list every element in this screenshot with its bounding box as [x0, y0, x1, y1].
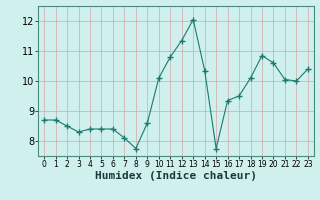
- X-axis label: Humidex (Indice chaleur): Humidex (Indice chaleur): [95, 171, 257, 181]
